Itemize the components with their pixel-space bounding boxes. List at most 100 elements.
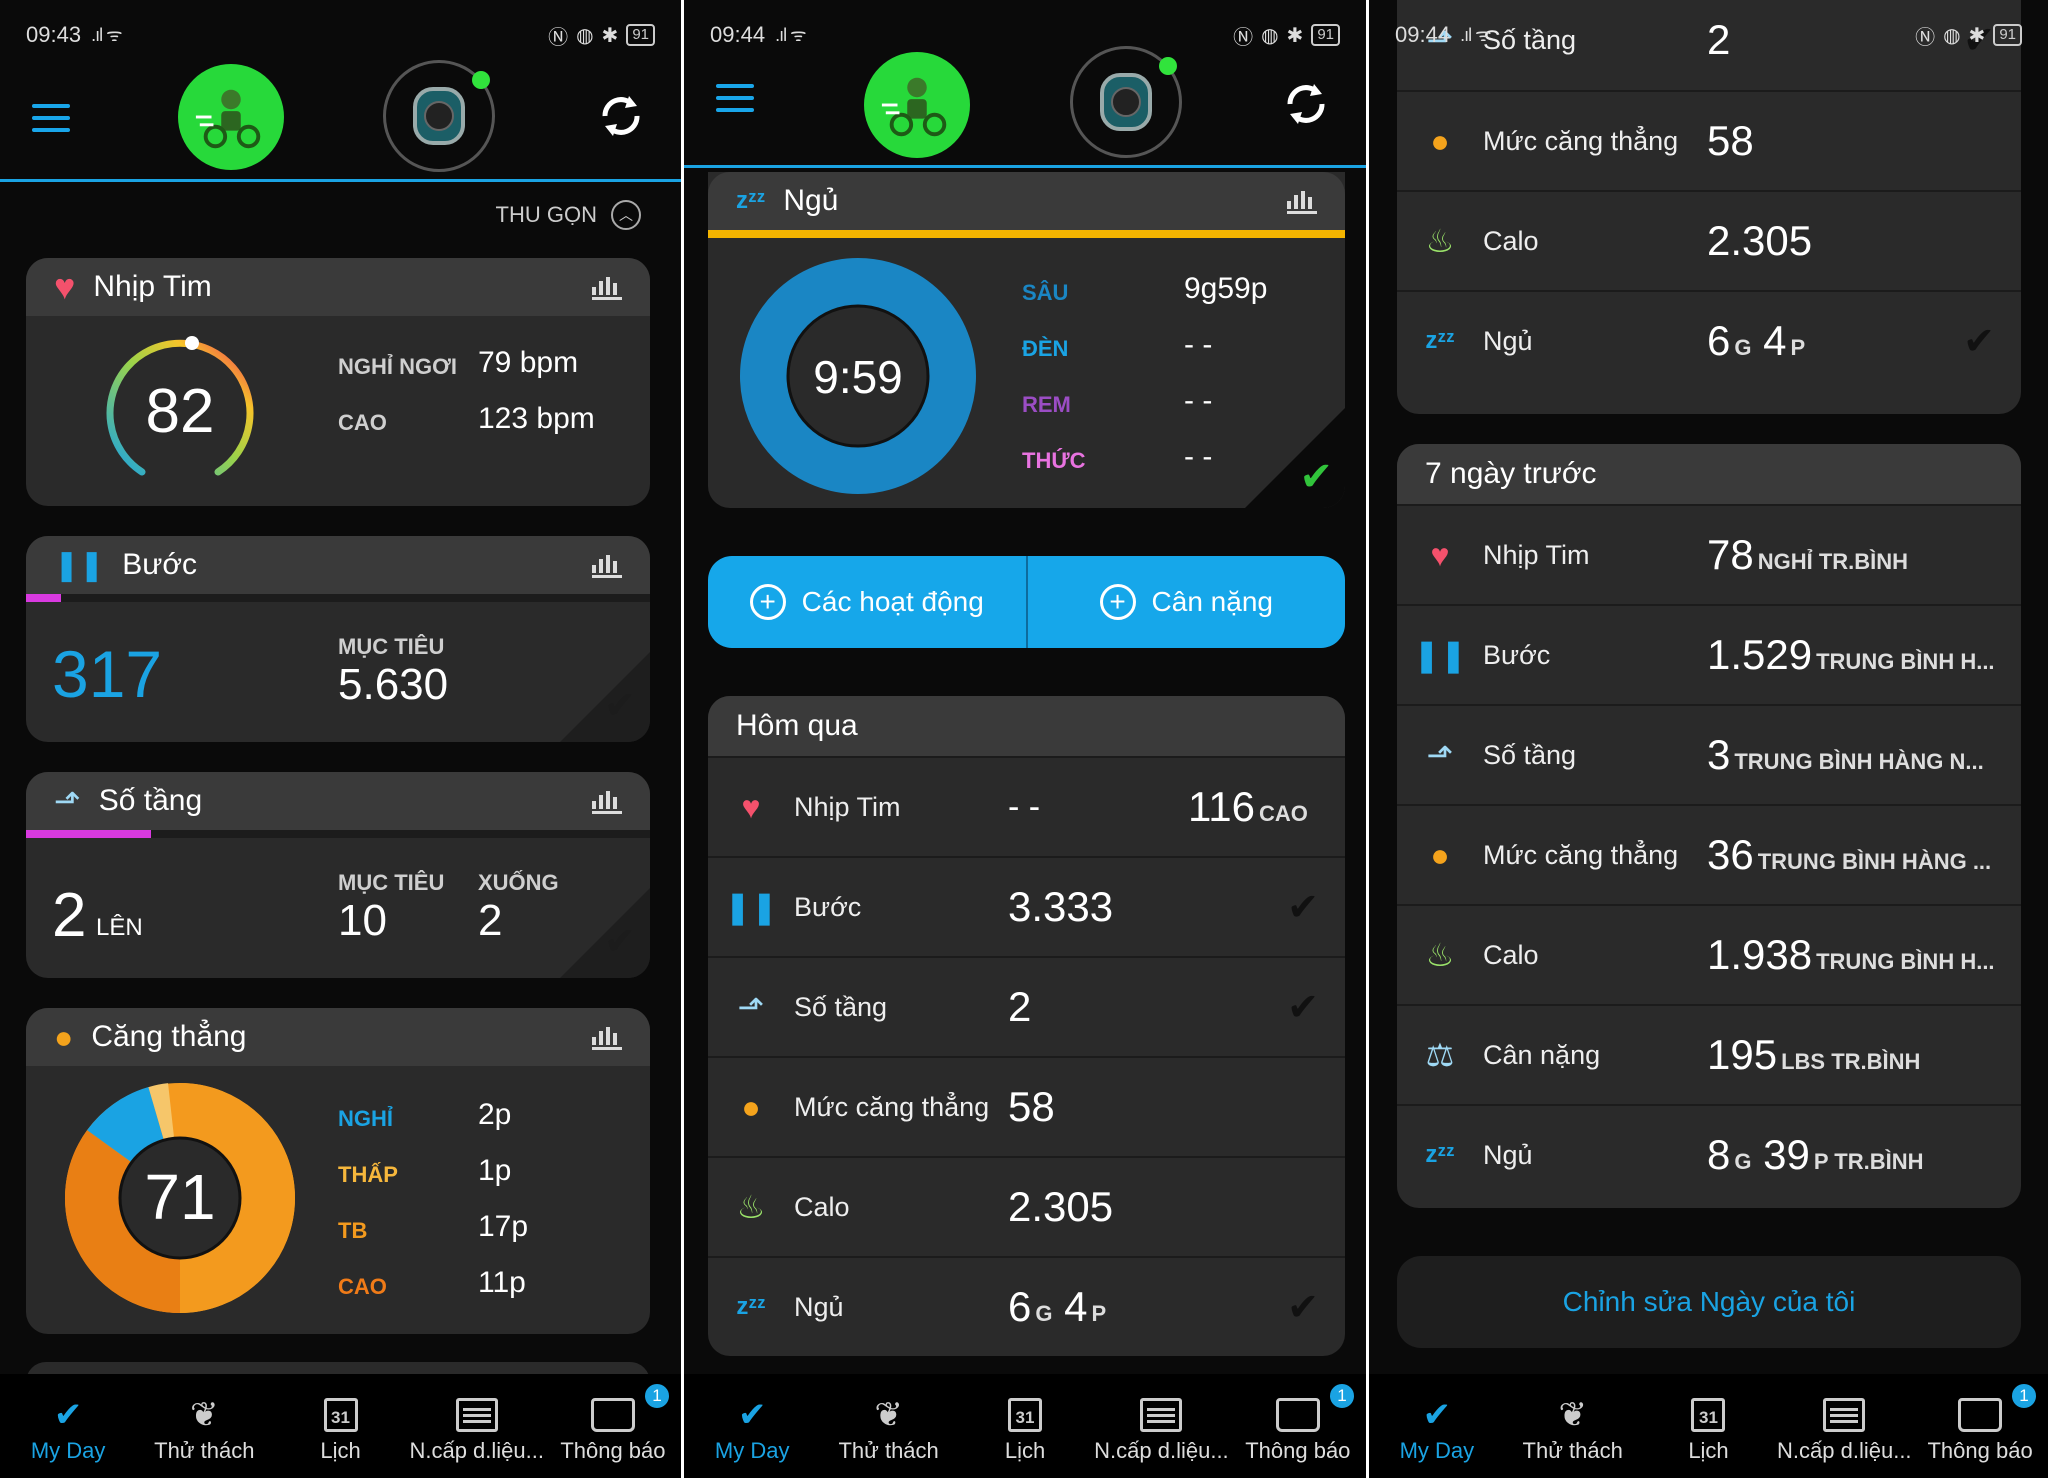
list-item[interactable]: ♨ Calo 1.938 TRUNG BÌNH H... xyxy=(1397,904,2021,1004)
tab-challenge[interactable]: ❦ Thử thách xyxy=(1505,1374,1641,1478)
zzz-icon: zᶻᶻ xyxy=(1425,1141,1455,1168)
row-unit: LBS TR.BÌNH xyxy=(1781,1049,1921,1074)
sync-icon[interactable] xyxy=(1280,78,1332,130)
chart-icon[interactable] xyxy=(592,788,622,814)
tab-calendar[interactable]: 31 Lịch xyxy=(272,1374,408,1478)
row-label: Calo xyxy=(1483,939,1539,970)
newspaper-icon xyxy=(1140,1398,1183,1432)
tab-my-day[interactable]: ✔ My Day xyxy=(1369,1374,1505,1478)
stress-donut xyxy=(65,1083,295,1313)
chart-icon[interactable] xyxy=(1287,188,1317,214)
avatar[interactable] xyxy=(864,52,970,158)
menu-icon[interactable] xyxy=(716,84,754,120)
add-activity-button[interactable]: + Các hoạt động xyxy=(708,556,1026,648)
goal-label: MỤC TIÊU xyxy=(338,870,445,895)
sleep-card[interactable]: zᶻᶻ Ngủ 9:59 SÂU 9g59p ĐÈN - - REM - - THỨC - - … xyxy=(708,172,1345,508)
steps-value: 317 xyxy=(52,637,163,711)
high-value: 123 bpm xyxy=(478,402,595,435)
app-header xyxy=(0,50,681,182)
tab-inbox[interactable]: Thông báo 1 xyxy=(545,1374,681,1478)
stress-level-value: 17p xyxy=(478,1210,529,1243)
row-label: Nhịp Tim xyxy=(794,791,901,822)
tab-inbox[interactable]: Thông báo 1 xyxy=(1230,1374,1366,1478)
seven-days-card: 7 ngày trước ♥ Nhịp Tim 78 NGHỈ TR.BÌNH ❚❚ Bư… xyxy=(1397,444,2021,1208)
card-title: Nhịp Tim xyxy=(93,270,212,303)
list-item[interactable]: ● Mức căng thẳng 58 xyxy=(1397,90,2021,190)
chart-icon[interactable] xyxy=(592,274,622,300)
notification-badge: 1 xyxy=(2009,1382,2038,1410)
list-item[interactable]: ⬏ Số tầng 3 TRUNG BÌNH HÀNG N... xyxy=(1397,704,2021,804)
list-item[interactable]: ♥ Nhịp Tim 78 NGHỈ TR.BÌNH xyxy=(1397,504,2021,604)
vibrate-icon: ◍ xyxy=(1261,24,1279,47)
tab-news-feed[interactable]: N.cấp d.liệu... xyxy=(1093,1374,1229,1478)
inbox-icon xyxy=(590,1398,635,1432)
tab-label: My Day xyxy=(714,1438,790,1463)
list-item[interactable]: ♥ Nhịp Tim - - 116 CAO xyxy=(708,756,1345,856)
list-item[interactable]: ⬏ Số tầng 2 ✔ xyxy=(708,956,1345,1056)
tab-my-day[interactable]: ✔ My Day xyxy=(684,1374,820,1478)
tab-inbox[interactable]: Thông báo 1 xyxy=(1912,1374,2048,1478)
device-watch-icon[interactable] xyxy=(383,60,495,172)
stress-person-icon: ● xyxy=(1430,836,1450,873)
tab-calendar[interactable]: 31 Lịch xyxy=(957,1374,1093,1478)
add-weight-button[interactable]: + Cân nặng xyxy=(1025,556,1346,648)
list-item[interactable]: zᶻᶻ Ngủ 6 G 4 P ✔ xyxy=(708,1256,1345,1356)
tab-label: Thông báo xyxy=(1927,1438,2033,1463)
chart-icon[interactable] xyxy=(592,1024,622,1050)
tab-challenge[interactable]: ❦ Thử thách xyxy=(136,1374,272,1478)
list-item[interactable]: ● Mức căng thẳng 36 TRUNG BÌNH HÀNG ... xyxy=(1397,804,2021,904)
row-value: 58 xyxy=(1707,117,1754,164)
row-value: 1.529 xyxy=(1707,631,1813,678)
check-icon: ✔ xyxy=(1963,320,1995,363)
flame-icon: ♨ xyxy=(1425,223,1455,259)
check-icon: ✔ xyxy=(604,685,636,727)
status-bar: 09:43 .ıl ᯤ Ⓝ ◍ ✱ 91 xyxy=(0,0,681,70)
list-item[interactable]: ⬏ Số tầng 2 ✔ xyxy=(1397,0,2021,90)
list-item[interactable]: zᶻᶻ Ngủ 6 G 4 P ✔ xyxy=(1397,290,2021,390)
inbox-icon xyxy=(1275,1398,1320,1432)
heart-rate-card[interactable]: ♥ Nhịp Tim 82 NGHỈ NGƠI 79 bpm CAO 123 bp… xyxy=(26,258,650,506)
tab-my-day[interactable]: ✔ My Day xyxy=(0,1374,136,1478)
row-unit: CAO xyxy=(1258,801,1308,826)
check-icon: ✔ xyxy=(737,1396,767,1434)
list-item[interactable]: ❚❚ Bước 1.529 TRUNG BÌNH H... xyxy=(1397,604,2021,704)
list-item[interactable]: ⚖ Cân nặng 195 LBS TR.BÌNH xyxy=(1397,1004,2021,1104)
card-title: Bước xyxy=(122,548,198,581)
collapse-button[interactable]: THU GỌN ︿ xyxy=(496,200,641,230)
row-value: 3.333 xyxy=(1008,883,1114,930)
sync-icon[interactable] xyxy=(595,90,647,142)
menu-icon[interactable] xyxy=(32,104,70,140)
stress-card[interactable]: ● Căng thẳng 71 NGHỈ 2p THẤP 1p TB 17p CAO 11p xyxy=(26,1008,650,1334)
steps-card[interactable]: ❚❚ Bước 317 MỤC TIÊU 5.630 ✔ xyxy=(26,536,650,742)
floors-card[interactable]: ⬏ Số tầng 2 LÊN MỤC TIÊU 10 XUỐNG 2 ✔ xyxy=(26,772,650,978)
device-watch-icon[interactable] xyxy=(1070,46,1182,158)
newspaper-icon xyxy=(1823,1398,1866,1432)
tab-news-feed[interactable]: N.cấp d.liệu... xyxy=(1776,1374,1912,1478)
sleep-stage-value: - - xyxy=(1184,384,1213,417)
tab-calendar[interactable]: 31 Lịch xyxy=(1641,1374,1777,1478)
list-item[interactable]: ♨ Calo 2.305 xyxy=(708,1156,1345,1256)
vibrate-icon: ◍ xyxy=(1943,24,1961,47)
row-extra-value: 116 xyxy=(1188,783,1255,830)
list-item[interactable]: zᶻᶻ Ngủ 8 G 39 P TR.BÌNH xyxy=(1397,1104,2021,1204)
heart-icon: ♥ xyxy=(54,266,76,307)
stress-level-value: 2p xyxy=(478,1098,512,1131)
tab-label: My Day xyxy=(30,1438,106,1463)
zzz-icon: zᶻᶻ xyxy=(736,1293,766,1320)
check-icon: ✔ xyxy=(1287,1286,1319,1329)
row-value: 4 xyxy=(1064,1283,1088,1330)
list-item[interactable]: ● Mức căng thẳng 58 xyxy=(708,1056,1345,1156)
edit-my-day-button[interactable]: Chỉnh sửa Ngày của tôi xyxy=(1397,1256,2021,1348)
avatar[interactable] xyxy=(178,64,284,170)
list-item[interactable]: ♨ Calo 2.305 xyxy=(1397,190,2021,290)
check-icon: ✔ xyxy=(1287,986,1319,1029)
card-title: Căng thẳng xyxy=(91,1020,247,1053)
tab-label: Thử thách xyxy=(838,1438,939,1463)
row-label: Ngủ xyxy=(1483,1139,1533,1170)
row-label: Bước xyxy=(1483,639,1551,670)
chart-icon[interactable] xyxy=(592,552,622,578)
tab-news-feed[interactable]: N.cấp d.liệu... xyxy=(409,1374,545,1478)
tab-challenge[interactable]: ❦ Thử thách xyxy=(820,1374,956,1478)
bottom-nav: ✔ My Day ❦ Thử thách 31 Lịch N.cấp d.liệu..… xyxy=(0,1374,681,1478)
list-item[interactable]: ❚❚ Bước 3.333 ✔ xyxy=(708,856,1345,956)
